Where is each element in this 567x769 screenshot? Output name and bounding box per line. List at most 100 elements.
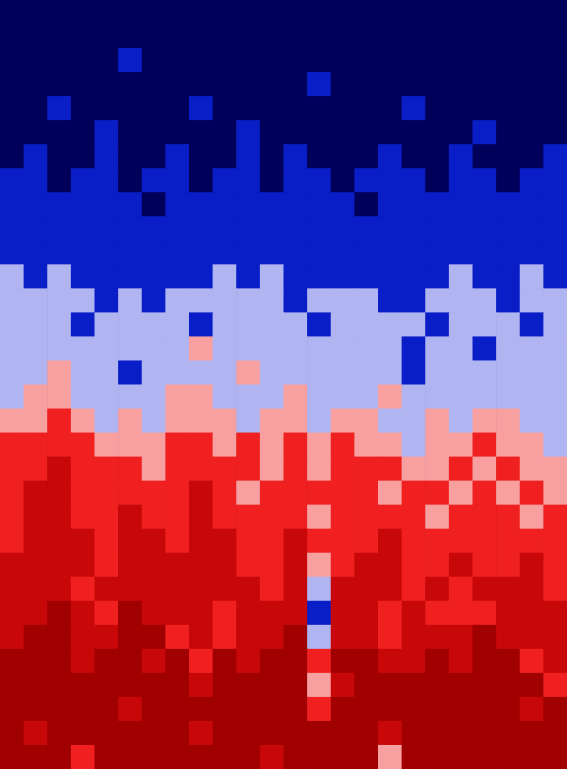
cell [520, 0, 544, 25]
cell [0, 312, 24, 337]
cell [142, 577, 166, 602]
cell [331, 360, 355, 385]
cell [543, 721, 567, 746]
cell [47, 673, 71, 698]
cell [47, 505, 71, 530]
cell [425, 601, 449, 626]
cell [449, 433, 473, 458]
cell [449, 240, 473, 265]
cell [95, 288, 119, 313]
cell [473, 168, 497, 193]
cell [425, 721, 449, 746]
cell [496, 72, 520, 97]
cell [213, 625, 237, 650]
cell [236, 625, 260, 650]
cell [473, 24, 497, 49]
cell [142, 48, 166, 73]
cell [284, 288, 308, 313]
cell [118, 240, 142, 265]
cell [47, 192, 71, 217]
cell [189, 0, 213, 25]
cell [118, 144, 142, 169]
cell [378, 120, 402, 145]
cell [354, 649, 378, 674]
cell [260, 168, 284, 193]
cell [142, 216, 166, 241]
cell [331, 96, 355, 121]
cell [47, 120, 71, 145]
cell [378, 48, 402, 73]
cell [354, 745, 378, 769]
cell [307, 168, 331, 193]
cell [378, 96, 402, 121]
cell [402, 649, 426, 674]
cell [142, 240, 166, 265]
cell [402, 409, 426, 434]
cell [425, 72, 449, 97]
cell [402, 0, 426, 25]
cell [213, 457, 237, 482]
cell [95, 481, 119, 506]
cell [496, 553, 520, 578]
cell [425, 409, 449, 434]
cell [307, 505, 331, 530]
cell [284, 48, 308, 73]
cell [520, 360, 544, 385]
cell [236, 264, 260, 289]
cell [95, 577, 119, 602]
cell [449, 409, 473, 434]
cell [95, 697, 119, 722]
cell [331, 0, 355, 25]
cell [142, 72, 166, 97]
cell [236, 673, 260, 698]
cell [402, 433, 426, 458]
cell [425, 24, 449, 49]
cell [142, 553, 166, 578]
cell [449, 24, 473, 49]
cell [307, 745, 331, 769]
cell [142, 721, 166, 746]
cell [213, 312, 237, 337]
cell [189, 697, 213, 722]
cell [213, 745, 237, 769]
cell [543, 577, 567, 602]
cell [213, 24, 237, 49]
cell [520, 577, 544, 602]
cell [354, 192, 378, 217]
cell [543, 385, 567, 410]
cell [118, 601, 142, 626]
cell [165, 168, 189, 193]
cell [425, 697, 449, 722]
cell [307, 48, 331, 73]
cell [496, 433, 520, 458]
cell [24, 168, 48, 193]
cell [95, 240, 119, 265]
cell [71, 505, 95, 530]
cell [378, 505, 402, 530]
cell [71, 264, 95, 289]
cell [189, 505, 213, 530]
cell [236, 457, 260, 482]
cell [402, 385, 426, 410]
cell [213, 601, 237, 626]
cell [543, 240, 567, 265]
cell [260, 577, 284, 602]
cell [284, 697, 308, 722]
cell [0, 745, 24, 769]
cell [425, 649, 449, 674]
cell [378, 240, 402, 265]
cell [402, 601, 426, 626]
cell [213, 577, 237, 602]
cell [260, 601, 284, 626]
cell [543, 360, 567, 385]
cell [71, 697, 95, 722]
cell [142, 673, 166, 698]
cell [331, 48, 355, 73]
cell [496, 601, 520, 626]
cell [449, 336, 473, 361]
cell [165, 625, 189, 650]
cell [236, 120, 260, 145]
cell [425, 745, 449, 769]
cell [0, 385, 24, 410]
cell [0, 144, 24, 169]
